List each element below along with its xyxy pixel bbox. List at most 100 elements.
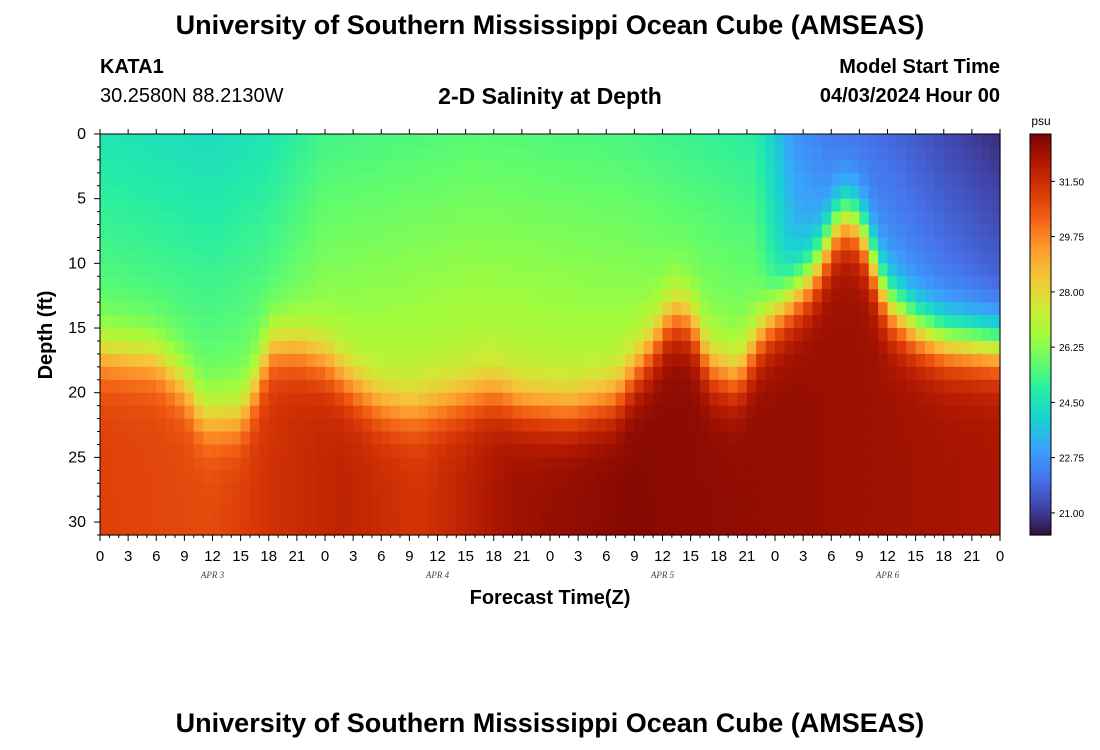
heatmap-cell (906, 418, 917, 433)
heatmap-cell (409, 315, 420, 329)
heatmap-cell (765, 470, 776, 484)
heatmap-cell (156, 340, 167, 355)
heatmap-cell (728, 146, 739, 161)
heatmap-cell (437, 405, 448, 420)
heatmap-cell (718, 431, 729, 446)
heatmap-cell (278, 172, 289, 187)
heatmap-cell (953, 431, 964, 446)
heatmap-cell (840, 379, 851, 394)
heatmap-cell (840, 224, 851, 239)
y-tick-label: 0 (77, 126, 86, 143)
heatmap-cell (953, 250, 964, 264)
heatmap-cell (521, 237, 532, 252)
heatmap-cell (156, 198, 167, 213)
colorbar-swatch (1030, 287, 1051, 292)
heatmap-cell (390, 444, 401, 458)
heatmap-cell (231, 250, 242, 264)
heatmap-cell (221, 379, 232, 394)
heatmap-cell (643, 366, 654, 381)
x-tick-label: 12 (879, 548, 896, 565)
heatmap-cell (953, 392, 964, 407)
heatmap-cell (156, 457, 167, 471)
heatmap-cell (334, 470, 345, 484)
heatmap-cells (100, 134, 1001, 536)
heatmap-cell (587, 483, 598, 497)
heatmap-cell (250, 431, 260, 446)
heatmap-cell (334, 224, 345, 239)
heatmap-cell (390, 496, 401, 510)
heatmap-cell (465, 172, 476, 187)
heatmap-cell (193, 470, 204, 484)
heatmap-cell (887, 315, 898, 329)
heatmap-cell (709, 198, 720, 213)
heatmap-cell (137, 224, 148, 239)
heatmap-cell (643, 315, 654, 329)
heatmap-cell (240, 366, 251, 381)
heatmap-cell (915, 315, 926, 329)
heatmap-cell (531, 405, 542, 420)
heatmap-cell (859, 392, 870, 407)
heatmap-cell (231, 470, 242, 484)
colorbar-swatch (1030, 264, 1051, 269)
heatmap-cell (765, 134, 776, 148)
heatmap-cell (221, 444, 232, 458)
heatmap-cell (606, 134, 617, 148)
heatmap-cell (400, 418, 410, 433)
heatmap-cell (240, 353, 251, 368)
heatmap-cell (493, 470, 504, 484)
heatmap-cell (540, 366, 551, 381)
heatmap-cell (953, 224, 964, 239)
heatmap-cell (400, 353, 410, 368)
heatmap-cell (409, 172, 420, 187)
heatmap-cell (756, 211, 767, 226)
heatmap-cell (756, 431, 767, 446)
colorbar-swatch (1030, 438, 1051, 443)
heatmap-cell (118, 302, 129, 316)
heatmap-cell (793, 457, 804, 471)
heatmap-cell (700, 470, 710, 484)
heatmap-cell (484, 224, 495, 239)
heatmap-cell (531, 237, 542, 252)
heatmap-cell (653, 146, 664, 161)
heatmap-cell (118, 263, 129, 277)
heatmap-cell (484, 250, 495, 264)
heatmap-cell (671, 340, 682, 355)
heatmap-cell (953, 146, 964, 161)
heatmap-cell (503, 276, 514, 290)
heatmap-cell (315, 315, 326, 329)
heatmap-cell (971, 457, 982, 471)
heatmap-cell (596, 405, 607, 420)
heatmap-cell (737, 431, 748, 446)
heatmap-cell (550, 366, 560, 381)
heatmap-cell (390, 328, 401, 342)
heatmap-cell (184, 418, 195, 433)
heatmap-cell (362, 159, 373, 174)
heatmap-cell (437, 392, 448, 407)
heatmap-cell (925, 172, 935, 187)
heatmap-cell (203, 224, 214, 239)
heatmap-cell (390, 431, 401, 446)
heatmap-cell (784, 302, 795, 316)
heatmap-cell (306, 224, 317, 239)
heatmap-cell (137, 418, 148, 433)
heatmap-cell (325, 353, 335, 368)
heatmap-cell (212, 405, 223, 420)
heatmap-cell (765, 418, 776, 433)
heatmap-cell (615, 522, 626, 536)
heatmap-cell (100, 405, 110, 420)
heatmap-cell (231, 276, 242, 290)
heatmap-cell (278, 496, 289, 510)
heatmap-cell (456, 431, 467, 446)
heatmap-cell (475, 392, 485, 407)
colorbar-swatch (1030, 484, 1051, 489)
heatmap-cell (634, 185, 645, 200)
heatmap-cell (484, 172, 495, 187)
heatmap-cell (887, 250, 898, 264)
heatmap-cell (521, 470, 532, 484)
heatmap-cell (212, 159, 223, 174)
heatmap-cell (437, 418, 448, 433)
heatmap-cell (287, 405, 298, 420)
heatmap-cell (803, 250, 814, 264)
heatmap-cell (371, 185, 382, 200)
heatmap-cell (165, 172, 176, 187)
